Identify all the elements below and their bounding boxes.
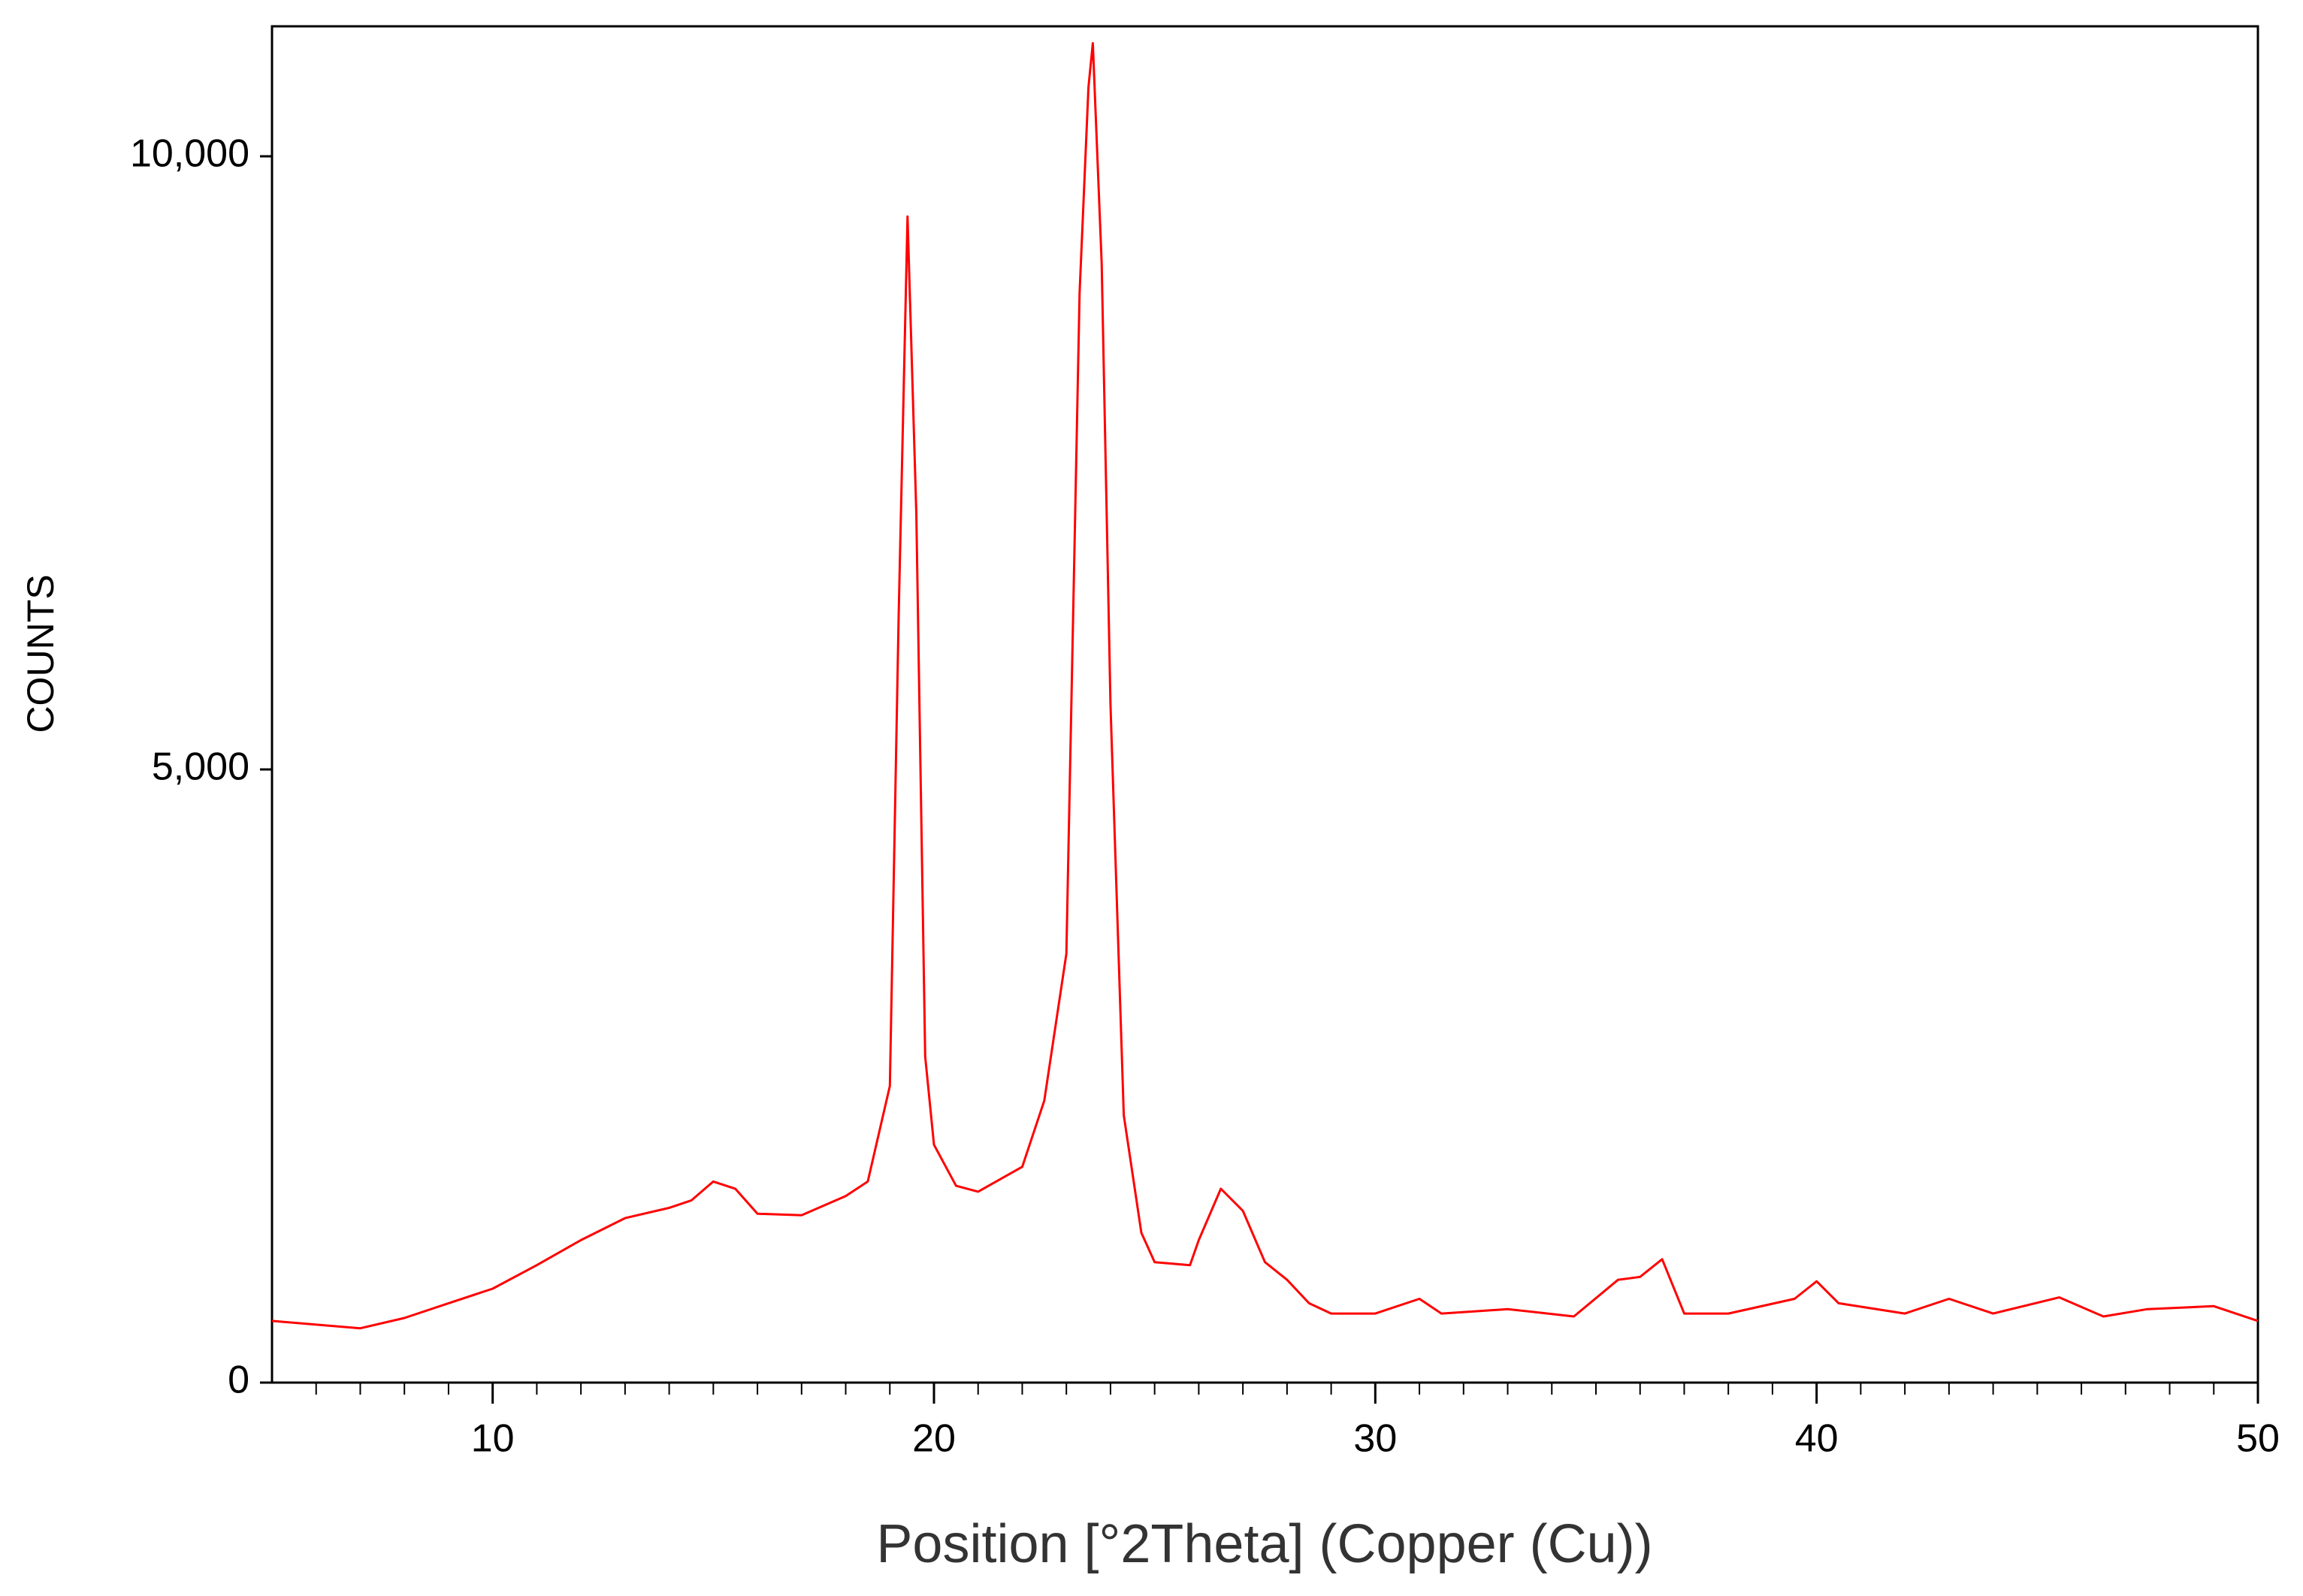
y-axis-label: COUNTS xyxy=(20,574,62,733)
x-tick-label: 50 xyxy=(2236,1417,2280,1461)
plot-frame xyxy=(270,25,2259,1384)
y-tick-label: 5,000 xyxy=(152,745,249,789)
x-tick-label: 10 xyxy=(471,1417,515,1461)
x-axis-label: Position [°2Theta] (Copper (Cu)) xyxy=(876,1514,1652,1574)
x-tick-label: 30 xyxy=(1353,1417,1397,1461)
x-tick-label: 20 xyxy=(912,1417,956,1461)
data-line xyxy=(271,42,2259,1330)
y-tick-label: 0 xyxy=(228,1359,249,1402)
y-tick-label: 10,000 xyxy=(130,132,249,176)
x-tick-label: 40 xyxy=(1795,1417,1839,1461)
